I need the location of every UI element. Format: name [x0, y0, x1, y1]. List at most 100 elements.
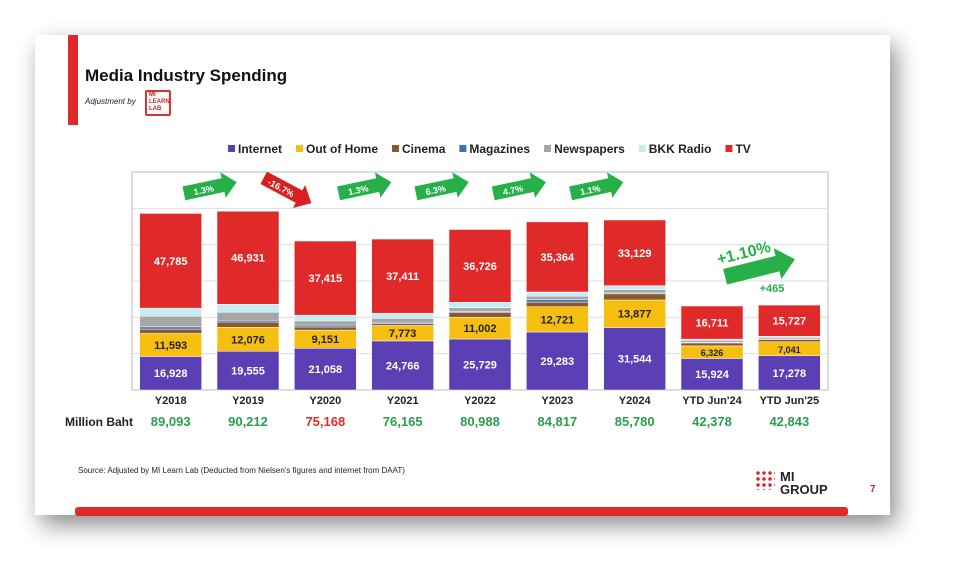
bar-segment-cinema — [680, 342, 744, 347]
bar-value-label: 16,928 — [154, 368, 188, 380]
bar-segment-newspapers — [603, 289, 666, 294]
bar-segment-bkk-radio — [526, 291, 589, 297]
growth-label: 1.3% — [347, 183, 369, 197]
legend-label: TV — [735, 142, 750, 156]
brand-name: MI GROUP — [780, 469, 828, 497]
bar-value-label: 31,544 — [618, 354, 653, 366]
growth-label: 1.3% — [193, 183, 215, 197]
total-label: 42,378 — [692, 414, 732, 429]
bar-segment-tv — [448, 229, 512, 303]
bar-segment-tv — [680, 305, 744, 340]
bar-segment-bkk-radio — [448, 302, 512, 309]
bar-segment-tv — [294, 240, 357, 316]
total-label: 80,988 — [460, 414, 500, 429]
bar-segment-cinema — [758, 339, 821, 343]
legend-label: BKK Radio — [649, 142, 712, 156]
ytd-growth-abs-label: +465 — [760, 283, 785, 295]
bar-segment-magazines — [526, 299, 589, 303]
bar-segment-bkk-radio — [294, 314, 357, 322]
bar-value-label: 17,278 — [773, 368, 807, 380]
x-tick-label: Y2019 — [232, 395, 264, 407]
bar-segment-bkk-radio — [603, 285, 666, 290]
x-tick-label: YTD Jun'25 — [760, 395, 819, 407]
bar-value-label: 37,411 — [386, 271, 419, 283]
legend-swatch — [725, 145, 733, 152]
bar-segment-magazines — [294, 324, 357, 328]
bar-segment-internet — [526, 331, 589, 391]
x-tick-label: Y2020 — [309, 395, 341, 407]
bar-segment-internet — [680, 358, 744, 391]
total-label: 75,168 — [305, 414, 345, 429]
bar-value-label: 7,041 — [778, 345, 801, 355]
total-label: 85,780 — [615, 414, 655, 429]
legend-label: Out of Home — [306, 142, 378, 156]
bar-value-label: 13,877 — [618, 309, 652, 321]
bar-segment-tv — [526, 221, 589, 293]
total-label: 84,817 — [537, 414, 577, 429]
bar-segment-cinema — [603, 293, 666, 301]
mi-group-logo-icon — [755, 470, 775, 490]
growth-label: 1.1% — [579, 183, 601, 197]
bar-value-label: 36,726 — [463, 261, 497, 273]
legend-label: Magazines — [469, 142, 530, 156]
total-label: 42,843 — [769, 414, 809, 429]
bar-segment-out-of-home — [526, 306, 589, 333]
bar-segment-internet — [139, 356, 202, 391]
bar-value-label: 21,058 — [309, 364, 343, 376]
growth-arrow-icon: 6.3% — [414, 172, 469, 201]
bar-value-label: 46,931 — [231, 253, 265, 265]
adjustment-label: Adjustment by — [85, 97, 136, 106]
bar-value-label: 25,729 — [463, 360, 497, 372]
bar-segment-bkk-radio — [216, 303, 280, 313]
bar-segment-newspapers — [139, 315, 202, 328]
legend-label: Newspapers — [554, 142, 625, 156]
totals-row-label: Million Baht — [65, 415, 133, 429]
ytd-growth-arrow-icon — [723, 248, 795, 285]
bar-value-label: 6,326 — [701, 348, 724, 358]
mi-learn-lab-logo: MI LEARN LAB — [145, 90, 171, 116]
bar-segment-bkk-radio — [371, 312, 434, 319]
bar-segment-newspapers — [216, 311, 280, 321]
bar-segment-newspapers — [448, 307, 512, 312]
bar-value-label: 15,924 — [695, 369, 730, 381]
growth-arrow-icon: 1.3% — [182, 172, 237, 201]
bar-segment-tv — [371, 238, 434, 314]
legend-swatch — [459, 145, 467, 152]
footer-bar — [75, 507, 848, 516]
bar-value-label: 35,364 — [541, 252, 576, 264]
x-tick-label: Y2022 — [464, 395, 496, 407]
bar-value-label: 19,555 — [231, 366, 265, 378]
growth-arrow-icon: 1.1% — [569, 172, 624, 201]
total-label: 89,093 — [151, 414, 191, 429]
bar-value-label: 7,773 — [389, 328, 417, 340]
bar-segment-tv — [139, 213, 202, 309]
bar-value-label: 12,076 — [231, 334, 265, 346]
page-title: Media Industry Spending — [85, 66, 288, 85]
bar-segment-cinema — [294, 326, 357, 331]
bar-segment-cinema — [139, 328, 202, 334]
legend-swatch — [392, 145, 400, 152]
bar-segment-tv — [216, 210, 280, 305]
bar-value-label: 47,785 — [154, 256, 188, 268]
bar-value-label: 11,002 — [463, 323, 496, 335]
growth-label: 4.7% — [502, 183, 524, 197]
legend-label: Internet — [238, 142, 282, 156]
accent-bar — [68, 35, 78, 125]
legend-swatch — [544, 145, 552, 152]
bar-segment-newspapers — [294, 320, 357, 326]
x-tick-label: YTD Jun'24 — [682, 395, 742, 407]
total-label: 90,212 — [228, 414, 268, 429]
bar-value-label: 37,415 — [309, 273, 343, 285]
bar-segment-tv — [758, 304, 821, 337]
bar-segment-newspapers — [526, 295, 589, 301]
bar-segment-magazines — [216, 320, 280, 323]
x-tick-label: Y2024 — [619, 395, 652, 407]
bar-segment-internet — [603, 327, 666, 391]
growth-arrow-icon: 1.3% — [337, 172, 392, 201]
bar-segment-cinema — [448, 312, 512, 318]
total-label: 76,165 — [383, 414, 423, 429]
x-tick-label: Y2018 — [155, 395, 187, 407]
bar-value-label: 12,721 — [541, 314, 575, 326]
bar-segment-out-of-home — [603, 299, 666, 328]
